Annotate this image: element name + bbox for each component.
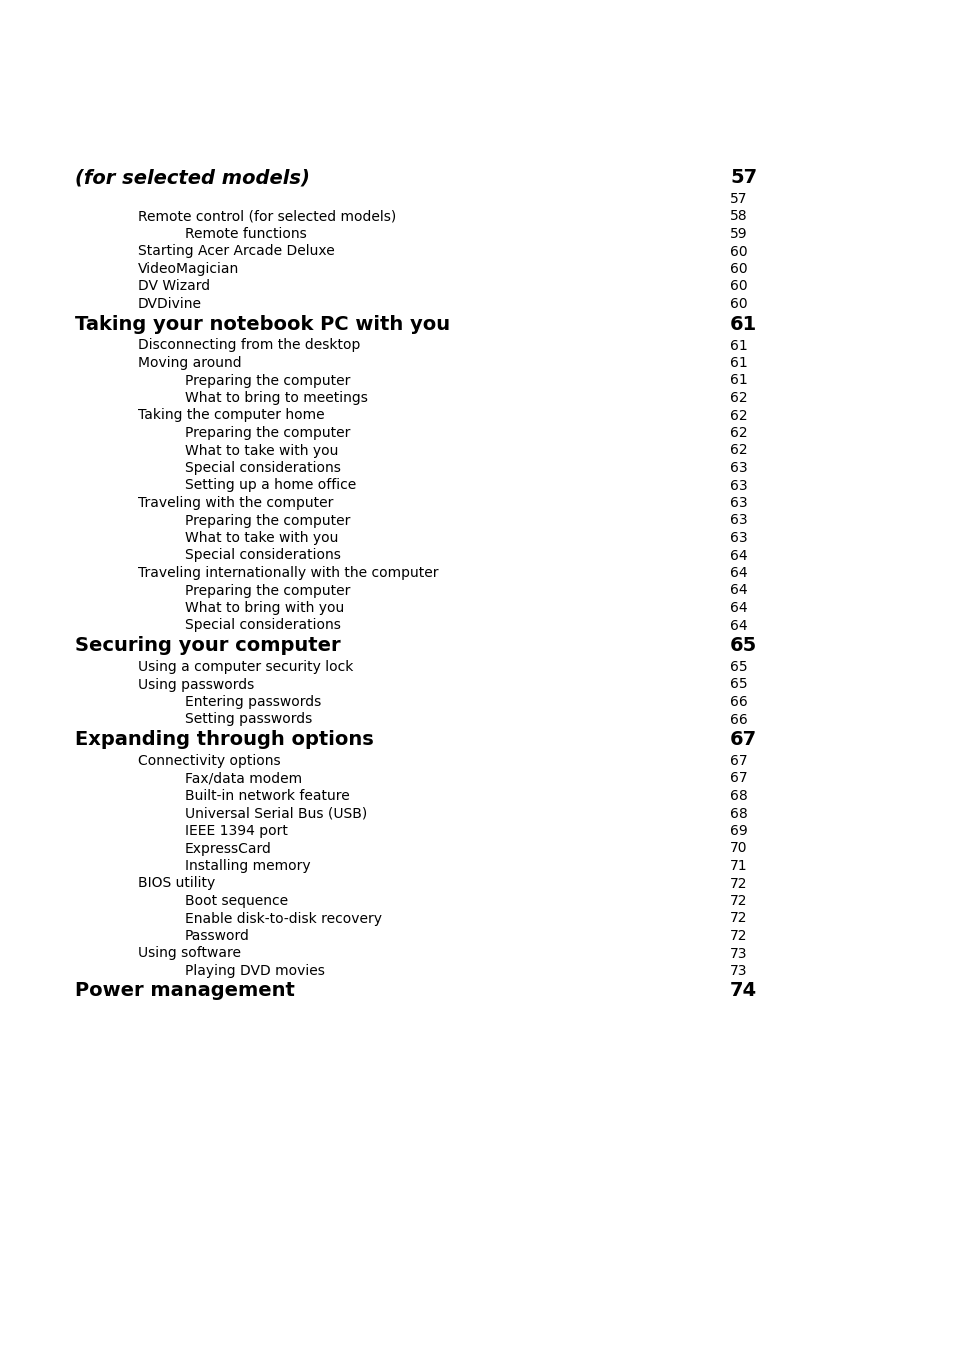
Text: DVDivine: DVDivine — [138, 297, 202, 311]
Text: Using a computer security lock: Using a computer security lock — [138, 660, 353, 674]
Text: 61: 61 — [729, 356, 747, 370]
Text: What to take with you: What to take with you — [185, 444, 338, 457]
Text: 61: 61 — [729, 338, 747, 352]
Text: Installing memory: Installing memory — [185, 858, 311, 873]
Text: Power management: Power management — [75, 982, 294, 1001]
Text: 60: 60 — [729, 245, 747, 259]
Text: Setting up a home office: Setting up a home office — [185, 479, 355, 493]
Text: Taking the computer home: Taking the computer home — [138, 408, 324, 423]
Text: 73: 73 — [729, 964, 747, 977]
Text: Special considerations: Special considerations — [185, 619, 340, 632]
Text: 65: 65 — [729, 678, 747, 691]
Text: Traveling internationally with the computer: Traveling internationally with the compu… — [138, 565, 438, 580]
Text: Special considerations: Special considerations — [185, 461, 340, 475]
Text: BIOS utility: BIOS utility — [138, 876, 215, 890]
Text: 65: 65 — [729, 637, 757, 654]
Text: 72: 72 — [729, 876, 747, 890]
Text: What to take with you: What to take with you — [185, 531, 338, 545]
Text: 72: 72 — [729, 894, 747, 908]
Text: 72: 72 — [729, 912, 747, 925]
Text: 70: 70 — [729, 842, 747, 856]
Text: What to bring with you: What to bring with you — [185, 601, 344, 615]
Text: Setting passwords: Setting passwords — [185, 712, 312, 727]
Text: 67: 67 — [729, 730, 757, 749]
Text: 59: 59 — [729, 227, 747, 241]
Text: Preparing the computer: Preparing the computer — [185, 374, 350, 387]
Text: Taking your notebook PC with you: Taking your notebook PC with you — [75, 315, 450, 334]
Text: 64: 64 — [729, 619, 747, 632]
Text: What to bring to meetings: What to bring to meetings — [185, 392, 368, 405]
Text: 67: 67 — [729, 754, 747, 768]
Text: 57: 57 — [729, 168, 757, 188]
Text: Connectivity options: Connectivity options — [138, 754, 280, 768]
Text: 65: 65 — [729, 660, 747, 674]
Text: Universal Serial Bus (USB): Universal Serial Bus (USB) — [185, 806, 367, 820]
Text: 66: 66 — [729, 695, 747, 709]
Text: Preparing the computer: Preparing the computer — [185, 513, 350, 527]
Text: (for selected models): (for selected models) — [75, 168, 310, 188]
Text: 63: 63 — [729, 513, 747, 527]
Text: 73: 73 — [729, 946, 747, 961]
Text: Moving around: Moving around — [138, 356, 241, 370]
Text: 72: 72 — [729, 930, 747, 943]
Text: 61: 61 — [729, 315, 757, 334]
Text: IEEE 1394 port: IEEE 1394 port — [185, 824, 288, 838]
Text: 62: 62 — [729, 392, 747, 405]
Text: 62: 62 — [729, 426, 747, 439]
Text: Expanding through options: Expanding through options — [75, 730, 374, 749]
Text: Entering passwords: Entering passwords — [185, 695, 321, 709]
Text: 64: 64 — [729, 549, 747, 563]
Text: Fax/data modem: Fax/data modem — [185, 772, 302, 786]
Text: 58: 58 — [729, 209, 747, 223]
Text: 64: 64 — [729, 601, 747, 615]
Text: Disconnecting from the desktop: Disconnecting from the desktop — [138, 338, 360, 352]
Text: 62: 62 — [729, 444, 747, 457]
Text: Special considerations: Special considerations — [185, 549, 340, 563]
Text: Using software: Using software — [138, 946, 241, 961]
Text: ExpressCard: ExpressCard — [185, 842, 272, 856]
Text: 57: 57 — [729, 192, 747, 205]
Text: 60: 60 — [729, 261, 747, 277]
Text: Starting Acer Arcade Deluxe: Starting Acer Arcade Deluxe — [138, 245, 335, 259]
Text: 66: 66 — [729, 712, 747, 727]
Text: 68: 68 — [729, 789, 747, 804]
Text: Built-in network feature: Built-in network feature — [185, 789, 350, 804]
Text: 63: 63 — [729, 531, 747, 545]
Text: Boot sequence: Boot sequence — [185, 894, 288, 908]
Text: DV Wizard: DV Wizard — [138, 279, 210, 293]
Text: 69: 69 — [729, 824, 747, 838]
Text: 64: 64 — [729, 583, 747, 597]
Text: 60: 60 — [729, 279, 747, 293]
Text: 71: 71 — [729, 858, 747, 873]
Text: 74: 74 — [729, 982, 757, 1001]
Text: 67: 67 — [729, 772, 747, 786]
Text: Preparing the computer: Preparing the computer — [185, 426, 350, 439]
Text: 63: 63 — [729, 479, 747, 493]
Text: 68: 68 — [729, 806, 747, 820]
Text: Preparing the computer: Preparing the computer — [185, 583, 350, 597]
Text: Remote control (for selected models): Remote control (for selected models) — [138, 209, 395, 223]
Text: VideoMagician: VideoMagician — [138, 261, 239, 277]
Text: 62: 62 — [729, 408, 747, 423]
Text: 60: 60 — [729, 297, 747, 311]
Text: Enable disk-to-disk recovery: Enable disk-to-disk recovery — [185, 912, 381, 925]
Text: Password: Password — [185, 930, 250, 943]
Text: Traveling with the computer: Traveling with the computer — [138, 496, 333, 511]
Text: 61: 61 — [729, 374, 747, 387]
Text: Using passwords: Using passwords — [138, 678, 254, 691]
Text: Remote functions: Remote functions — [185, 227, 307, 241]
Text: 63: 63 — [729, 496, 747, 511]
Text: Playing DVD movies: Playing DVD movies — [185, 964, 325, 977]
Text: 63: 63 — [729, 461, 747, 475]
Text: Securing your computer: Securing your computer — [75, 637, 340, 654]
Text: 64: 64 — [729, 565, 747, 580]
